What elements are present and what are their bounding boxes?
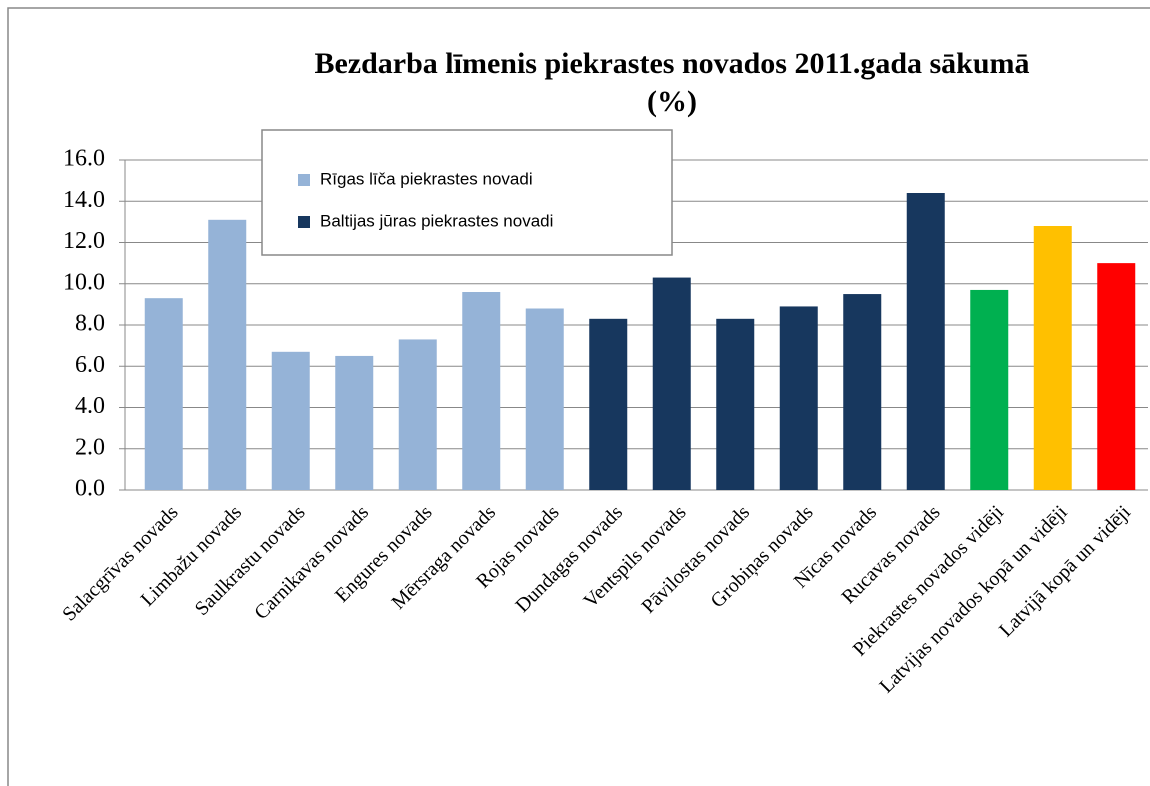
- chart-title: Bezdarba līmenis piekrastes novados 2011…: [314, 47, 1029, 80]
- bar: [462, 292, 501, 490]
- y-tick-label: 0.0: [75, 476, 105, 502]
- bar: [144, 298, 183, 490]
- bar: [398, 339, 437, 490]
- bar: [589, 318, 628, 490]
- bar: [843, 294, 882, 490]
- bar: [906, 193, 945, 490]
- legend-label: Baltijas jūras piekrastes novadi: [320, 211, 553, 230]
- y-tick-label: 16.0: [63, 146, 105, 172]
- bar: [1033, 226, 1072, 490]
- chart-subtitle: (%): [647, 85, 697, 118]
- y-tick-label: 12.0: [63, 228, 105, 254]
- legend-swatch: [298, 216, 310, 228]
- legend-label: Rīgas līča piekrastes novadi: [320, 169, 533, 188]
- bar: [779, 306, 818, 490]
- y-tick-label: 8.0: [75, 311, 105, 337]
- y-tick-label: 4.0: [75, 393, 105, 419]
- bar: [271, 351, 310, 490]
- bar: [335, 355, 374, 490]
- legend-box: [261, 129, 673, 256]
- y-tick-label: 2.0: [75, 434, 105, 460]
- bar: [652, 277, 691, 490]
- y-tick-label: 6.0: [75, 352, 105, 378]
- bar: [716, 318, 755, 490]
- bar: [1097, 263, 1136, 490]
- bar: [525, 308, 564, 490]
- bar: [208, 219, 247, 490]
- y-tick-label: 10.0: [63, 269, 105, 295]
- legend-swatch: [298, 174, 310, 186]
- bar: [970, 289, 1009, 490]
- y-tick-label: 14.0: [63, 187, 105, 213]
